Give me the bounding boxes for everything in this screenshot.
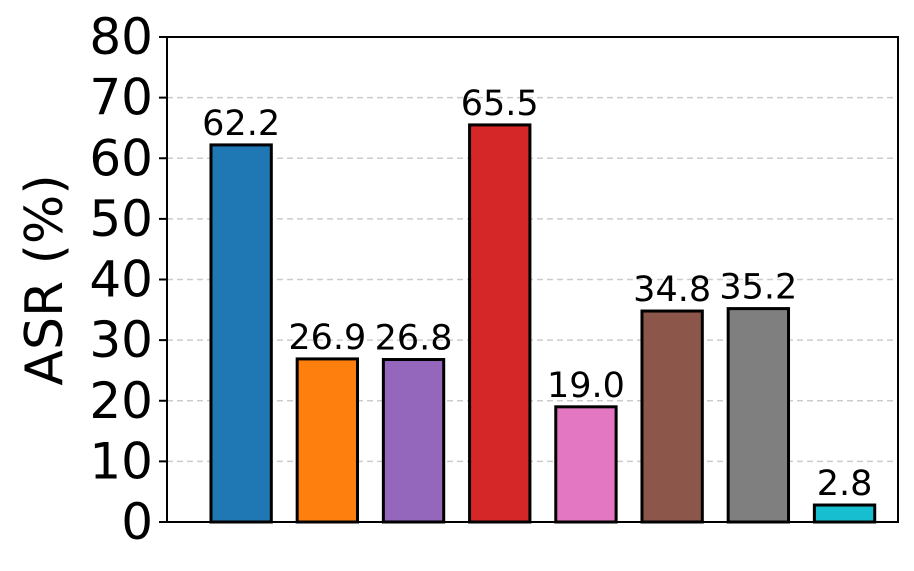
bar <box>209 143 273 524</box>
bar-value-label: 19.0 <box>547 366 625 406</box>
y-tick-label: 30 <box>89 311 153 369</box>
bar <box>726 307 791 524</box>
bar-value-label: 26.8 <box>375 319 453 359</box>
y-axis-label: ASR (%) <box>15 174 75 385</box>
bars <box>209 123 877 524</box>
bar <box>381 358 446 524</box>
bar <box>554 405 618 524</box>
grid-lines <box>167 96 898 463</box>
y-tick-label: 20 <box>89 372 153 430</box>
bar-value-label: 65.5 <box>461 84 539 124</box>
y-tick-label: 70 <box>89 69 153 127</box>
bar <box>812 503 877 524</box>
bar-value-label: 34.8 <box>633 270 711 310</box>
bar-value-label: 62.2 <box>202 104 280 144</box>
bar-value-label: 2.8 <box>817 464 873 504</box>
y-tick-label: 0 <box>121 493 153 551</box>
bar-value-label: 26.9 <box>288 318 366 358</box>
y-tick-label: 40 <box>89 251 153 309</box>
bar <box>295 357 360 524</box>
y-tick-label: 10 <box>89 432 153 490</box>
bar <box>468 123 532 524</box>
y-tick-label: 60 <box>89 129 153 187</box>
bar-value-label: 35.2 <box>719 268 797 308</box>
bar-value-labels: 62.2 26.9 26.8 65.5 19.0 34.8 35.2 2.8 <box>202 84 872 504</box>
bar <box>640 309 704 524</box>
y-tick-label: 80 <box>89 8 153 66</box>
y-tick-label: 50 <box>89 190 153 248</box>
